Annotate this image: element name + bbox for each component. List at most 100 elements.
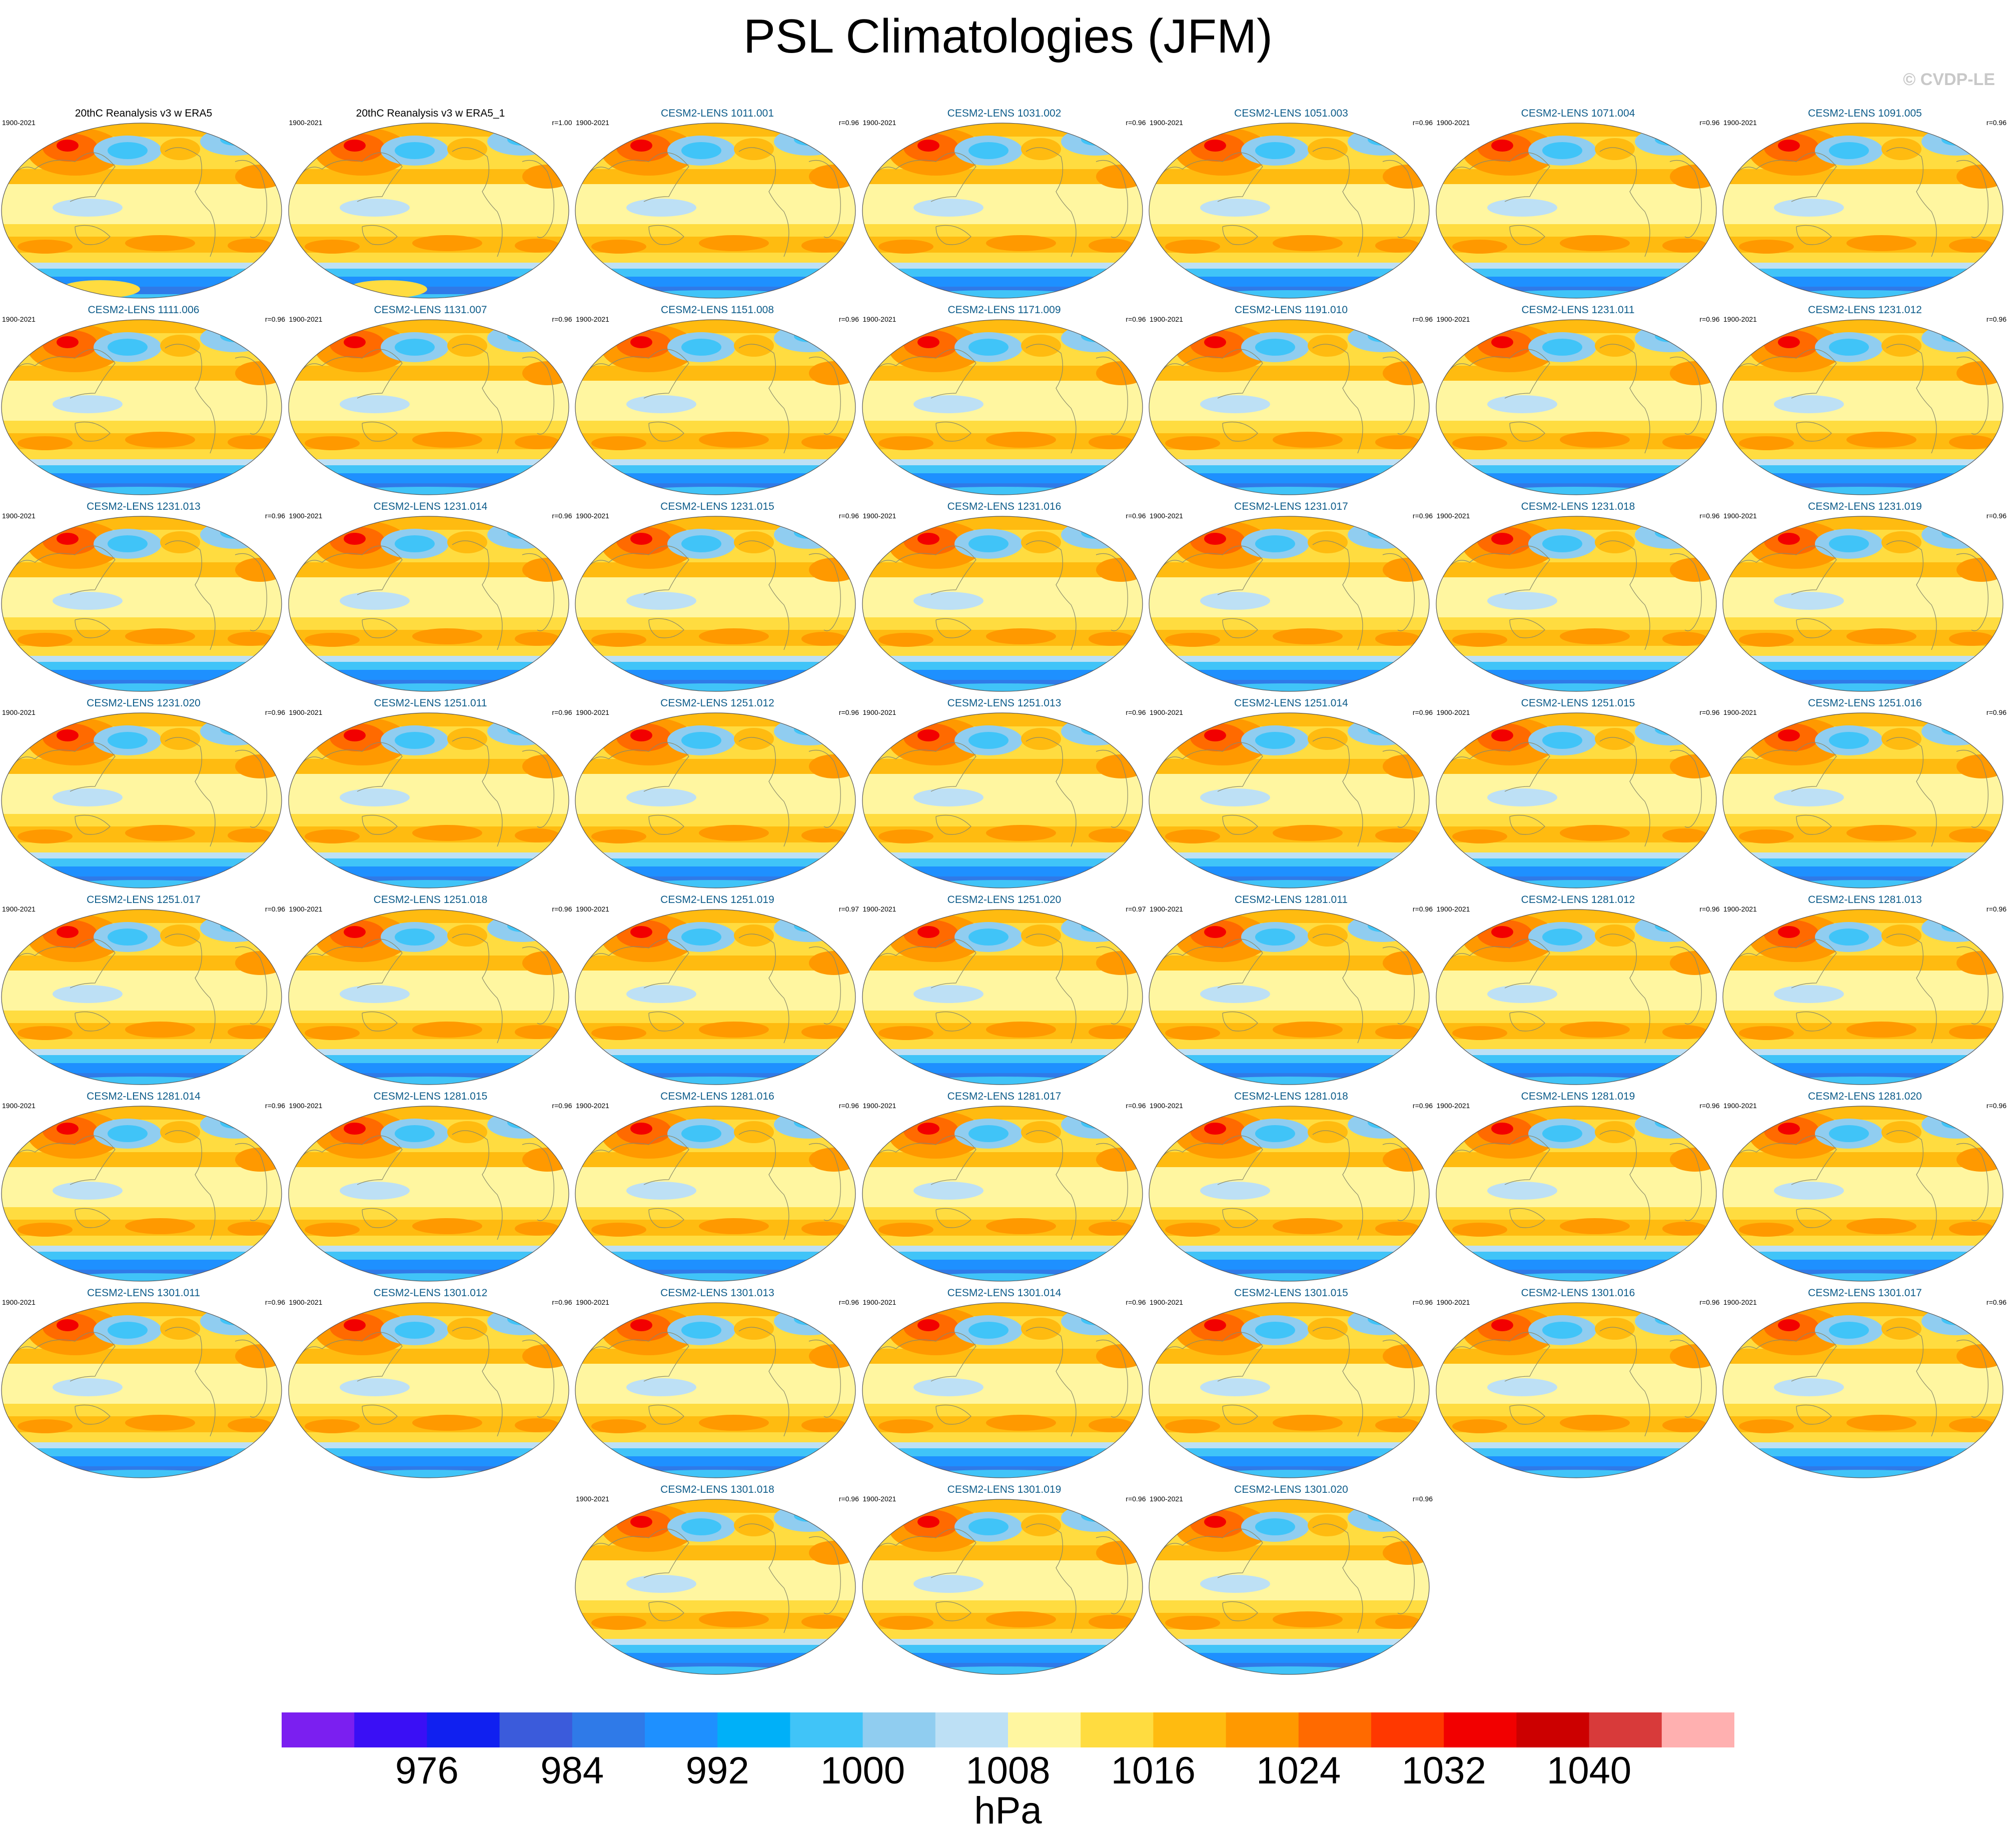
panel-years: 1900-2021 <box>289 1102 323 1110</box>
panel-correlation: r=0.96 <box>1412 315 1433 323</box>
map-panel: CESM2-LENS 1281.013 1900-2021 r=0.96 <box>1721 894 2008 1089</box>
panel-years: 1900-2021 <box>576 708 609 716</box>
psl-map <box>1722 1106 2003 1282</box>
map-panel: CESM2-LENS 1301.019 1900-2021 r=0.96 <box>861 1484 1148 1679</box>
map-panel: CESM2-LENS 1301.018 1900-2021 r=0.96 <box>574 1484 861 1679</box>
psl-map <box>575 1106 856 1282</box>
panel-years: 1900-2021 <box>1150 512 1183 520</box>
panel-years: 1900-2021 <box>862 315 896 323</box>
panel-title: CESM2-LENS 1011.001 <box>660 108 774 119</box>
panel-correlation: r=0.96 <box>838 1102 859 1110</box>
panel-title: CESM2-LENS 1281.016 <box>660 1091 774 1102</box>
map-panel: CESM2-LENS 1251.014 1900-2021 r=0.96 <box>1148 697 1435 892</box>
colorbar-swatch <box>1226 1712 1299 1747</box>
panel-years: 1900-2021 <box>1436 512 1470 520</box>
psl-map <box>575 123 856 299</box>
panel-years: 1900-2021 <box>289 315 323 323</box>
colorbar-swatch <box>645 1712 718 1747</box>
panel-title: CESM2-LENS 1251.012 <box>660 697 774 709</box>
panel-title: CESM2-LENS 1301.012 <box>373 1287 488 1299</box>
colorbar-swatch <box>572 1712 645 1747</box>
psl-map <box>575 909 856 1085</box>
colorbar-swatch <box>935 1712 1009 1747</box>
psl-map <box>861 123 1143 299</box>
panel-correlation: r=0.96 <box>1699 1102 1720 1110</box>
psl-map <box>1435 516 1717 692</box>
psl-map <box>288 1302 569 1478</box>
panel-title: CESM2-LENS 1231.019 <box>1808 501 1922 512</box>
psl-map <box>861 1106 1143 1282</box>
psl-map <box>1149 319 1430 495</box>
panel-correlation: r=0.96 <box>1699 708 1720 716</box>
panel-correlation: r=0.96 <box>1986 119 2006 127</box>
panel-correlation: r=0.96 <box>1412 119 1433 127</box>
panel-years: 1900-2021 <box>1150 1495 1183 1503</box>
psl-map <box>861 712 1143 888</box>
panel-years: 1900-2021 <box>2 708 36 716</box>
psl-map <box>575 1302 856 1478</box>
map-panel: CESM2-LENS 1251.011 1900-2021 r=0.96 <box>287 697 574 892</box>
panel-title: CESM2-LENS 1251.018 <box>373 894 488 905</box>
panel-title: CESM2-LENS 1231.018 <box>1521 501 1635 512</box>
panel-title: CESM2-LENS 1301.018 <box>660 1484 774 1495</box>
map-panel: CESM2-LENS 1301.015 1900-2021 r=0.96 <box>1148 1287 1435 1482</box>
psl-map <box>575 712 856 888</box>
colorbar-tick-label: 1024 <box>1256 1749 1341 1792</box>
colorbar-tick-label: 1000 <box>820 1749 905 1792</box>
psl-map <box>575 516 856 692</box>
panel-correlation: r=0.96 <box>1126 1495 1146 1503</box>
psl-map <box>575 319 856 495</box>
psl-map <box>1 123 282 299</box>
psl-map <box>861 1302 1143 1478</box>
panel-title: CESM2-LENS 1281.013 <box>1808 894 1922 905</box>
panel-title: CESM2-LENS 1091.005 <box>1808 108 1922 119</box>
panel-years: 1900-2021 <box>289 1298 323 1306</box>
map-panel: CESM2-LENS 1011.001 1900-2021 r=0.96 <box>574 108 861 303</box>
map-panel: CESM2-LENS 1251.020 1900-2021 r=0.97 <box>861 894 1148 1089</box>
panel-correlation: r=0.96 <box>1699 905 1720 913</box>
panel-correlation: r=0.96 <box>1126 708 1146 716</box>
panel-correlation: r=0.96 <box>552 315 572 323</box>
map-panel: CESM2-LENS 1191.010 1900-2021 r=0.96 <box>1148 304 1435 499</box>
panel-years: 1900-2021 <box>1723 1102 1757 1110</box>
panel-years: 1900-2021 <box>1723 119 1757 127</box>
panel-title: CESM2-LENS 1231.016 <box>947 501 1062 512</box>
colorbar-swatch <box>790 1712 863 1747</box>
psl-map <box>1149 909 1430 1085</box>
panel-correlation: r=0.96 <box>1412 1298 1433 1306</box>
panel-title: CESM2-LENS 1151.008 <box>660 304 774 316</box>
panel-correlation: r=0.96 <box>1986 905 2006 913</box>
panel-years: 1900-2021 <box>1150 315 1183 323</box>
psl-map <box>288 319 569 495</box>
psl-map <box>1435 909 1717 1085</box>
panel-years: 1900-2021 <box>1150 119 1183 127</box>
colorbar-tick-labels: 976 984 992 1000 1008 1016 1024 1032 1040 <box>0 1751 2016 1791</box>
colorbar-swatch <box>717 1712 790 1747</box>
panel-years: 1900-2021 <box>2 315 36 323</box>
panel-correlation: r=0.96 <box>552 708 572 716</box>
panel-correlation: r=0.96 <box>1126 119 1146 127</box>
colorbar-swatch <box>1589 1712 1662 1747</box>
psl-map <box>1722 516 2003 692</box>
map-panel: CESM2-LENS 1301.017 1900-2021 r=0.96 <box>1721 1287 2008 1482</box>
map-panel: CESM2-LENS 1301.020 1900-2021 r=0.96 <box>1148 1484 1435 1679</box>
panel-years: 1900-2021 <box>289 708 323 716</box>
panel-correlation: r=0.96 <box>1986 1102 2006 1110</box>
panel-years: 1900-2021 <box>576 1102 609 1110</box>
map-panel: CESM2-LENS 1251.019 1900-2021 r=0.97 <box>574 894 861 1089</box>
panel-title: CESM2-LENS 1051.003 <box>1234 108 1348 119</box>
psl-map <box>288 712 569 888</box>
colorbar-swatch <box>1444 1712 1517 1747</box>
panel-title: CESM2-LENS 1251.013 <box>947 697 1062 709</box>
psl-map <box>575 1499 856 1675</box>
panel-title: CESM2-LENS 1281.012 <box>1521 894 1635 905</box>
colorbar-tick-label: 976 <box>395 1749 459 1792</box>
panel-years: 1900-2021 <box>1436 708 1470 716</box>
psl-map <box>1435 1302 1717 1478</box>
panel-years: 1900-2021 <box>1723 1298 1757 1306</box>
panel-years: 1900-2021 <box>862 708 896 716</box>
psl-map <box>1435 1106 1717 1282</box>
map-panel: CESM2-LENS 1281.011 1900-2021 r=0.96 <box>1148 894 1435 1089</box>
panel-correlation: r=0.96 <box>265 512 285 520</box>
panel-title: CESM2-LENS 1281.018 <box>1234 1091 1348 1102</box>
